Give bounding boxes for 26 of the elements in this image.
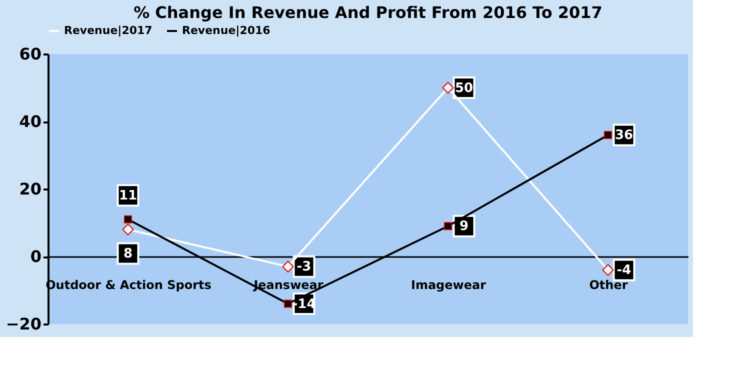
y-tick-label: 40 — [19, 112, 42, 131]
data-label: 50 — [454, 80, 474, 96]
y-tick-label: 0 — [30, 247, 42, 266]
x-tick-label: Other — [589, 278, 628, 292]
y-tick-label: 20 — [19, 180, 42, 198]
y-tick-label: −20 — [6, 314, 42, 334]
point — [604, 130, 612, 140]
y-tick-label: 60 — [19, 44, 42, 64]
legend-label: Revenue|2017 — [64, 24, 152, 37]
point — [284, 300, 292, 308]
x-tick-label: Imagewear — [410, 278, 486, 292]
data-label: 36 — [614, 128, 634, 143]
data-label: 9 — [459, 219, 469, 234]
data-label: -4 — [616, 263, 632, 278]
x-tick-label: Jeanswear — [252, 278, 324, 292]
data-label: 8 — [123, 246, 133, 262]
data-label: -3 — [296, 260, 312, 275]
chart-title: % Change In Revenue And Profit From 2016 To 2017 — [134, 3, 602, 22]
point — [444, 222, 452, 230]
point — [122, 224, 134, 236]
point — [282, 260, 294, 272]
data-label: 11 — [118, 188, 138, 204]
legend-label: Revenue|2016 — [182, 24, 271, 37]
point — [442, 82, 454, 94]
point — [602, 264, 614, 276]
point — [124, 215, 132, 224]
